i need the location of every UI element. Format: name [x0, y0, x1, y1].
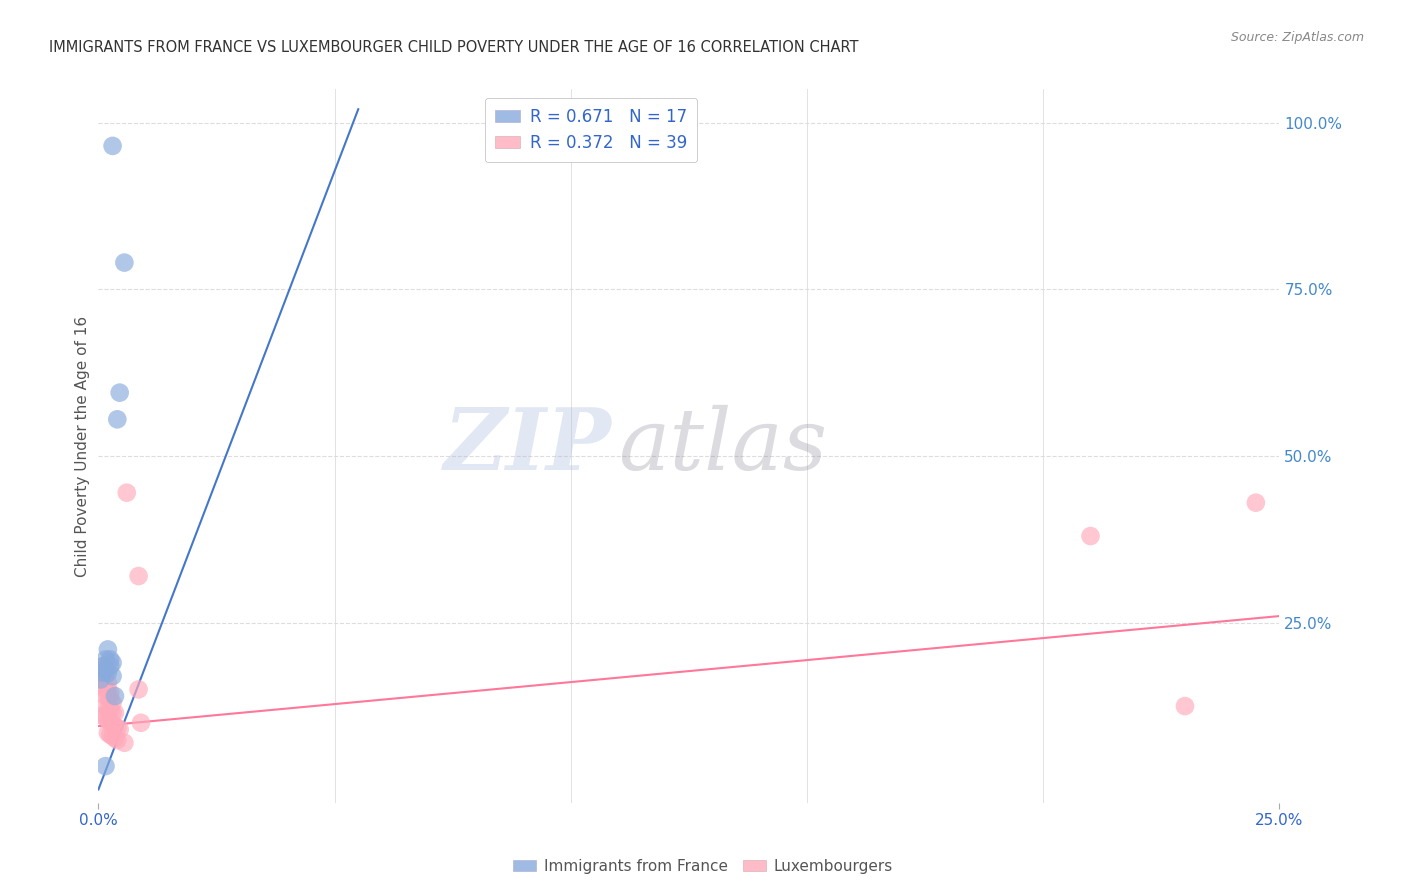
Point [94, 662, 117, 676]
Point [94, 689, 117, 703]
Point [98, 692, 121, 706]
Point [101, 139, 124, 153]
Point [97, 725, 120, 739]
Point [112, 255, 135, 269]
Point [97, 642, 120, 657]
Point [91, 709, 114, 723]
Point [104, 706, 127, 720]
Point [90, 673, 112, 687]
Point [98, 715, 121, 730]
Point [94, 669, 117, 683]
Text: Source: ZipAtlas.com: Source: ZipAtlas.com [1230, 31, 1364, 45]
Point [98, 652, 121, 666]
Point [112, 736, 135, 750]
Point [98, 728, 121, 742]
Point [91, 665, 114, 680]
Text: atlas: atlas [619, 405, 827, 487]
Point [104, 731, 127, 745]
Text: IMMIGRANTS FROM FRANCE VS LUXEMBOURGER CHILD POVERTY UNDER THE AGE OF 16 CORRELA: IMMIGRANTS FROM FRANCE VS LUXEMBOURGER C… [49, 40, 859, 55]
Point [101, 656, 124, 670]
Point [97, 713, 120, 727]
Point [1244, 496, 1267, 510]
Point [105, 721, 128, 735]
Point [98, 704, 121, 718]
Point [97, 690, 120, 705]
Point [128, 569, 150, 583]
Point [90, 673, 112, 687]
Point [98, 659, 121, 673]
Point [97, 675, 120, 690]
Point [97, 683, 120, 698]
Point [94, 682, 117, 697]
Y-axis label: Child Poverty Under the Age of 16: Child Poverty Under the Age of 16 [75, 316, 90, 576]
Point [108, 385, 131, 400]
Point [101, 717, 124, 731]
Point [101, 706, 124, 720]
Point [91, 679, 114, 693]
Point [91, 659, 114, 673]
Point [115, 485, 138, 500]
Point [94, 652, 117, 666]
Point [108, 723, 131, 737]
Point [129, 715, 152, 730]
Point [97, 665, 120, 680]
Point [94, 759, 117, 773]
Point [91, 659, 114, 673]
Point [104, 719, 127, 733]
Point [98, 686, 121, 700]
Point [101, 696, 124, 710]
Point [128, 682, 150, 697]
Point [105, 733, 128, 747]
Point [97, 702, 120, 716]
Point [94, 699, 117, 714]
Point [1080, 529, 1102, 543]
Point [101, 669, 124, 683]
Point [101, 729, 124, 743]
Point [94, 710, 117, 724]
Point [1174, 699, 1197, 714]
Legend: Immigrants from France, Luxembourgers: Immigrants from France, Luxembourgers [508, 853, 898, 880]
Point [104, 689, 127, 703]
Point [105, 412, 128, 426]
Point [91, 665, 114, 680]
Legend: R = 0.671   N = 17, R = 0.372   N = 39: R = 0.671 N = 17, R = 0.372 N = 39 [485, 97, 697, 161]
Text: ZIP: ZIP [444, 404, 612, 488]
